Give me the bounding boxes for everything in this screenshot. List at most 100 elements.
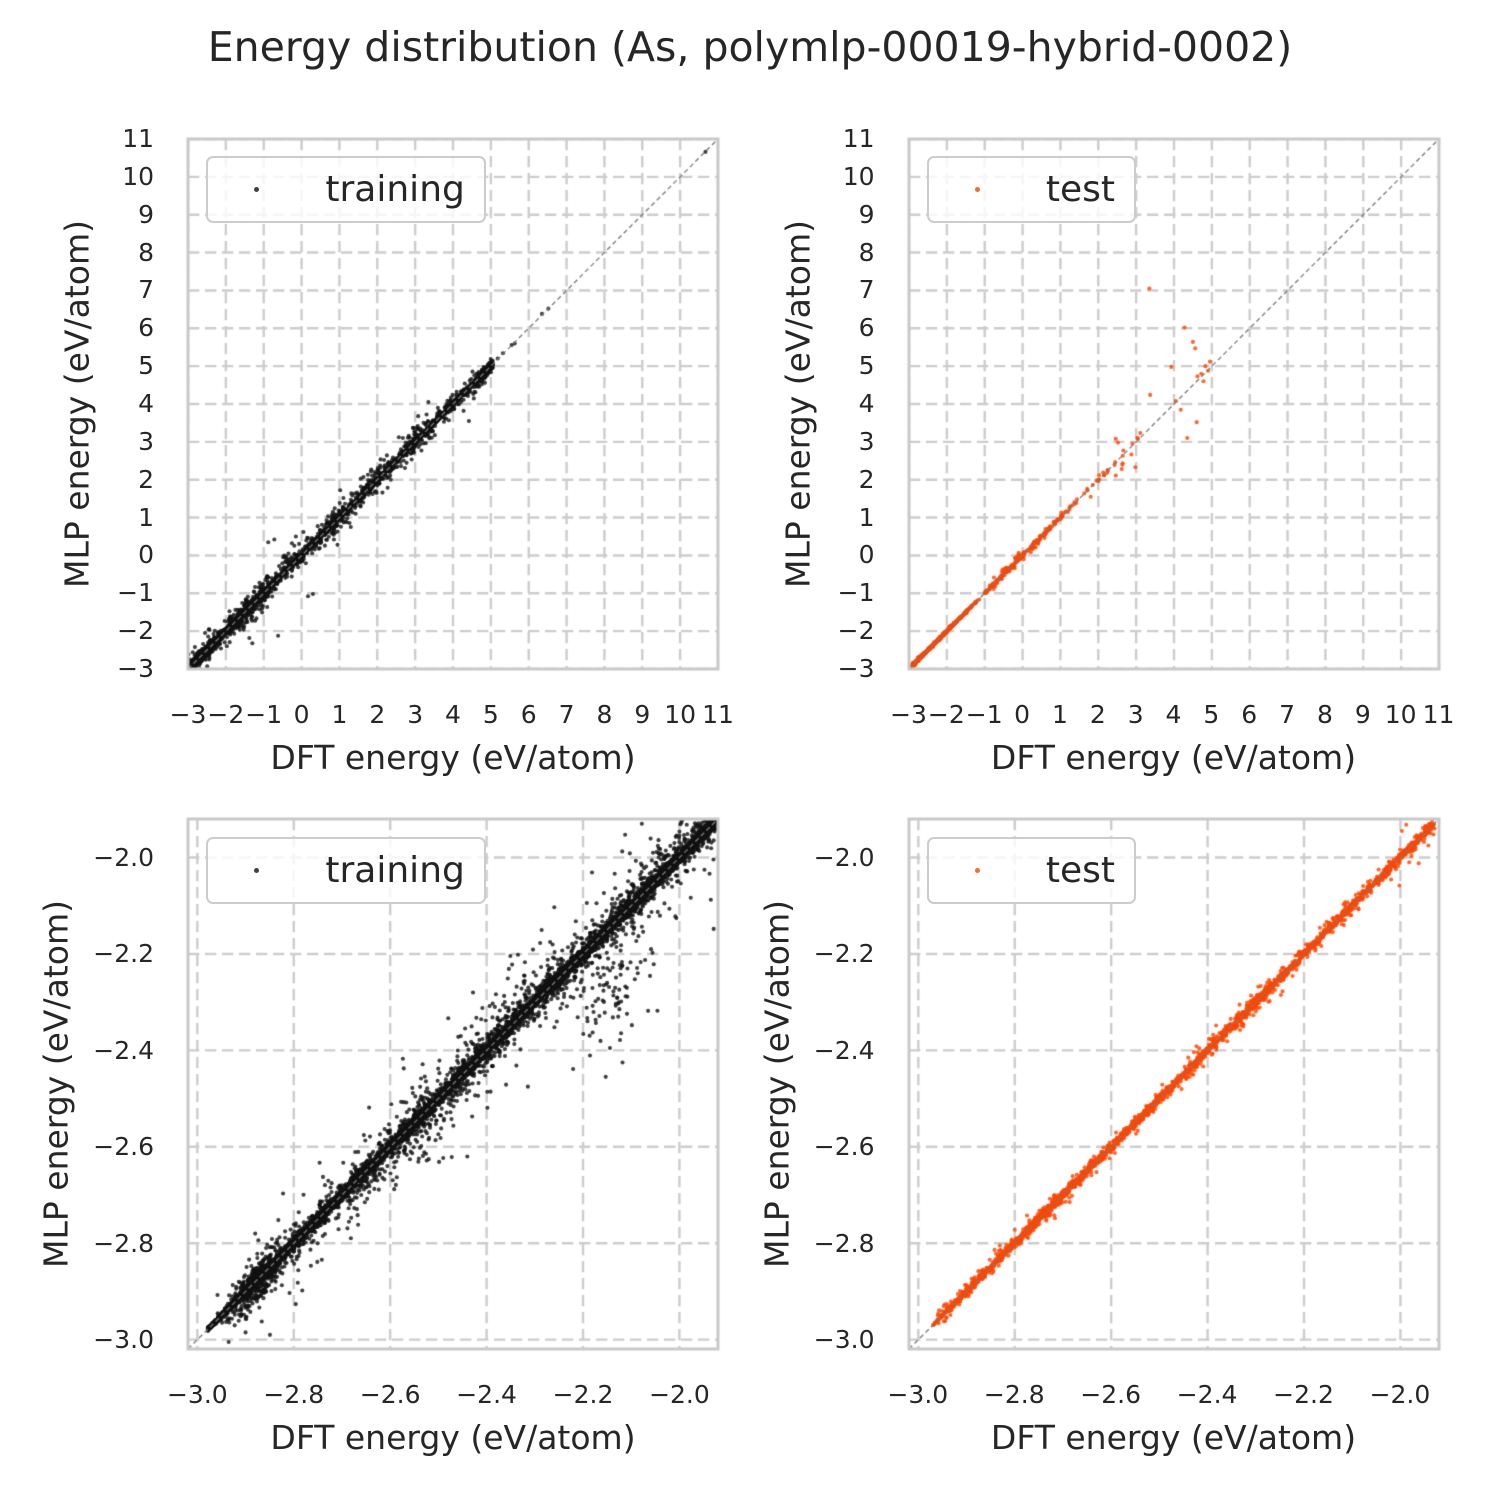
x-tick-label: 3: [1127, 699, 1144, 729]
x-tick-label: 1: [331, 699, 348, 729]
x-tick-label: 8: [1316, 699, 1333, 729]
y-tick-label: −2.8: [813, 1228, 875, 1258]
y-tick-label: 4: [858, 389, 875, 418]
y-tick-label: −1: [837, 578, 875, 608]
y-tick-label: 3: [858, 426, 875, 456]
training-full-plot-canvas: [184, 134, 722, 673]
legend-label: training: [325, 169, 465, 211]
x-tick-label: 2: [1089, 699, 1106, 729]
x-tick-label: 6: [520, 699, 537, 729]
y-tick-label: 1: [138, 502, 154, 532]
y-tick-label: 3: [138, 426, 154, 456]
x-tick-label: −3: [169, 699, 207, 729]
x-tick-label: 4: [1165, 699, 1182, 729]
y-tick-label: 7: [858, 275, 875, 305]
y-tick-label: −3.0: [813, 1325, 875, 1355]
subplot-training-zoom: DFT energy (eV/atom) MLP energy (eV/atom…: [37, 815, 722, 1457]
y-tick-label: −1: [117, 578, 154, 608]
y-tick-label: 8: [138, 237, 154, 267]
x-tick-label: 7: [1279, 699, 1296, 729]
y-tick-label: −2.8: [93, 1228, 154, 1258]
x-tick-label: 2: [369, 699, 386, 729]
x-tick-label: 8: [596, 699, 613, 729]
training-zoom-plot-canvas: [184, 815, 722, 1353]
x-tick-label: 5: [1203, 699, 1220, 729]
legend: test: [926, 156, 1137, 224]
y-tick-label: 9: [138, 199, 154, 229]
test-zoom-plot-canvas: [904, 815, 1443, 1353]
y-tick-label: 2: [138, 464, 154, 494]
y-tick-label: 10: [122, 161, 154, 191]
figure-title: Energy distribution (As, polymlp-00019-h…: [207, 23, 1293, 71]
y-tick-label: 2: [858, 464, 875, 494]
y-tick-label: −3.0: [93, 1325, 154, 1355]
x-tick-label: 11: [702, 699, 734, 729]
subplot-training-full: DFT energy (eV/atom) MLP energy (eV/atom…: [58, 124, 734, 777]
x-tick-label: −2.8: [983, 1380, 1045, 1409]
y-tick-label: −2.0: [813, 843, 875, 873]
y-tick-label: 7: [138, 275, 154, 305]
test-full-plot-canvas: [904, 134, 1443, 673]
y-tick-label: −3: [117, 654, 154, 683]
x-tick-label: −2.0: [649, 1380, 710, 1409]
x-tick-label: 9: [634, 699, 651, 729]
y-tick-label: 11: [842, 124, 875, 153]
x-tick-label: −2.2: [552, 1380, 614, 1409]
y-tick-label: 8: [858, 237, 875, 267]
y-tick-label: −2.4: [93, 1035, 154, 1065]
y-tick-label: 4: [138, 389, 154, 418]
x-tick-label: 3: [407, 699, 424, 729]
x-tick-label: −1: [245, 699, 283, 729]
y-tick-label: −2.6: [813, 1132, 875, 1162]
y-tick-label: 6: [138, 313, 154, 343]
subplot-test-zoom: DFT energy (eV/atom) MLP energy (eV/atom…: [757, 815, 1443, 1457]
x-tick-label: 11: [1422, 699, 1455, 729]
x-tick-label: 10: [664, 699, 697, 729]
y-tick-label: −2.4: [813, 1035, 875, 1065]
legend-label: training: [325, 849, 465, 891]
x-tick-label: −2.4: [1176, 1380, 1238, 1409]
y-tick-label: 0: [138, 540, 154, 570]
x-tick-label: −2.4: [456, 1380, 517, 1409]
legend: training: [206, 156, 486, 224]
legend: test: [926, 836, 1137, 904]
x-tick-label: 4: [445, 699, 461, 729]
x-axis-label: DFT energy (eV/atom): [270, 1418, 636, 1458]
y-tick-label: 5: [858, 351, 875, 381]
training-marker-icon: [254, 187, 260, 193]
test-marker-icon: [974, 867, 980, 873]
x-tick-label: −2: [927, 699, 965, 729]
y-tick-label: 9: [858, 199, 875, 229]
x-tick-label: 5: [482, 699, 499, 729]
y-tick-label: 10: [842, 161, 875, 191]
y-tick-label: 0: [858, 540, 875, 570]
x-tick-label: 0: [1014, 699, 1031, 729]
x-tick-label: −2.8: [263, 1380, 325, 1409]
x-tick-label: 6: [1241, 699, 1258, 729]
test-marker-icon: [974, 187, 980, 193]
x-tick-label: −2.6: [1080, 1380, 1142, 1409]
x-axis-label: DFT energy (eV/atom): [270, 737, 636, 777]
x-tick-label: 9: [1354, 699, 1371, 729]
x-tick-label: −2.2: [1273, 1380, 1334, 1409]
x-tick-label: −2.0: [1369, 1380, 1431, 1409]
y-tick-label: −3: [837, 654, 875, 683]
x-tick-label: −2.6: [359, 1380, 421, 1409]
y-tick-label: 11: [122, 124, 154, 153]
y-tick-label: −2: [837, 616, 875, 646]
x-tick-label: −3.0: [166, 1380, 228, 1409]
subplot-test-full: DFT energy (eV/atom) MLP energy (eV/atom…: [778, 124, 1454, 777]
x-tick-label: −3: [890, 699, 927, 729]
y-tick-label: 6: [858, 313, 875, 343]
training-marker-icon: [254, 867, 260, 873]
y-tick-label: 5: [138, 351, 154, 381]
y-tick-label: −2.6: [93, 1132, 154, 1162]
y-tick-label: −2.0: [93, 843, 154, 873]
x-tick-label: −2: [207, 699, 245, 729]
x-tick-label: 0: [293, 699, 310, 729]
x-tick-label: 7: [558, 699, 575, 729]
y-tick-label: 1: [858, 502, 875, 532]
x-tick-label: 10: [1384, 699, 1417, 729]
legend-label: test: [1045, 849, 1116, 891]
x-tick-label: −3.0: [887, 1380, 949, 1409]
